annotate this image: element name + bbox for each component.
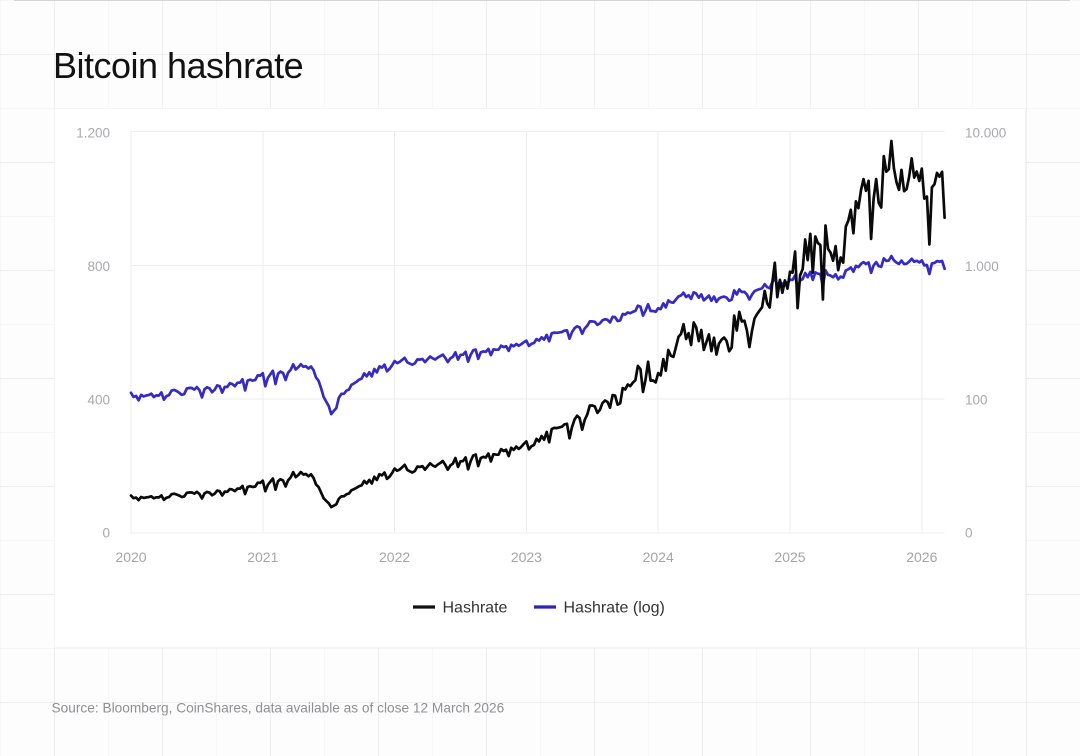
svg-text:2020: 2020	[115, 549, 146, 565]
svg-text:1.200: 1.200	[76, 126, 110, 141]
svg-text:100: 100	[965, 393, 988, 408]
svg-text:400: 400	[87, 393, 110, 408]
svg-text:2023: 2023	[511, 549, 542, 565]
svg-text:2024: 2024	[643, 549, 674, 565]
svg-text:800: 800	[87, 259, 110, 274]
svg-text:10.000: 10.000	[965, 126, 1006, 141]
svg-text:Hashrate (log): Hashrate (log)	[564, 600, 665, 617]
svg-text:2021: 2021	[247, 549, 278, 565]
svg-text:2026: 2026	[906, 549, 937, 565]
svg-text:Hashrate: Hashrate	[443, 600, 508, 617]
svg-text:Source: Bloomberg, CoinShares,: Source: Bloomberg, CoinShares, data avai…	[52, 701, 505, 716]
svg-text:2022: 2022	[379, 549, 410, 565]
svg-text:0: 0	[965, 526, 973, 541]
svg-text:2025: 2025	[774, 549, 805, 565]
svg-text:1.000: 1.000	[965, 259, 999, 274]
svg-text:0: 0	[102, 526, 110, 541]
